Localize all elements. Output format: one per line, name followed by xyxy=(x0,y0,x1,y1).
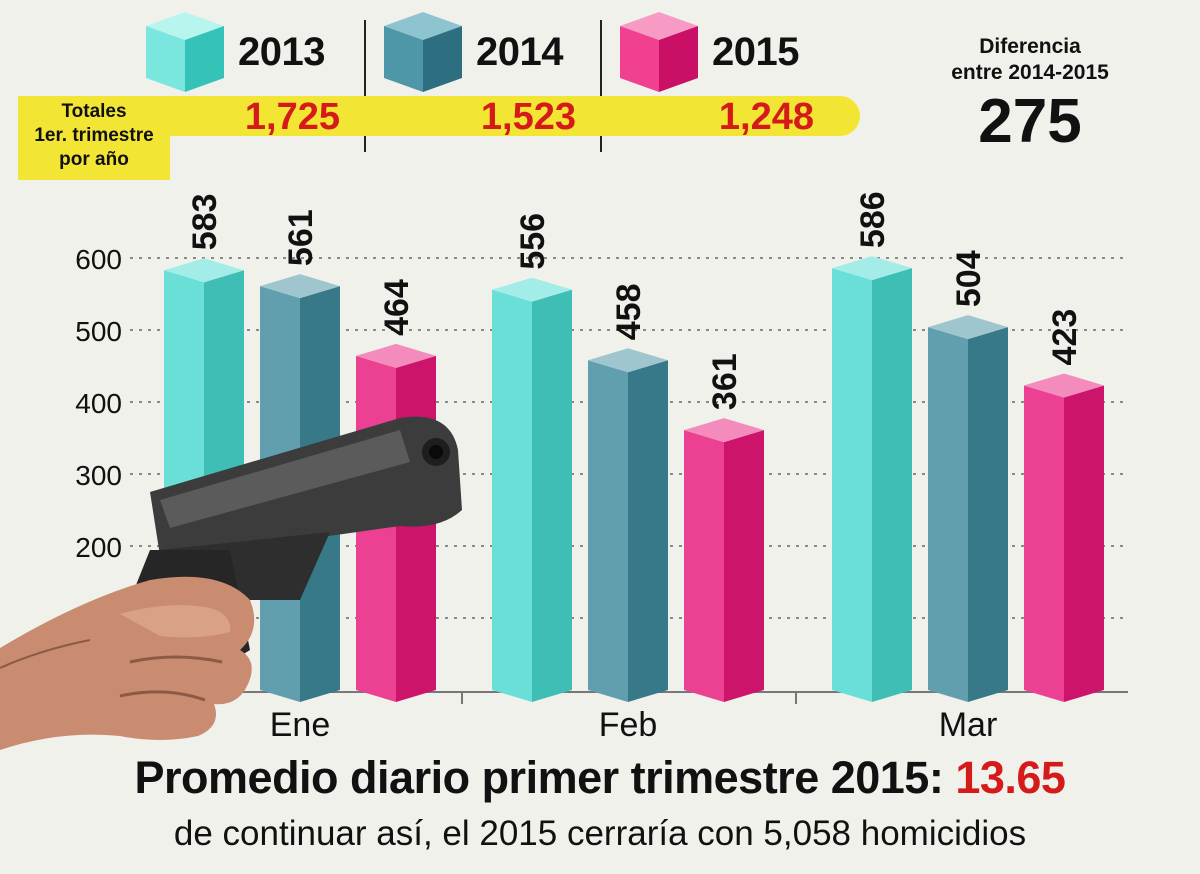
bar-2013-Feb xyxy=(492,277,572,702)
x-tick-label: Feb xyxy=(599,706,658,740)
bar-face xyxy=(532,289,572,702)
legend-year: 2013 xyxy=(238,29,325,74)
difference-label: Diferencia entre 2014-2015 xyxy=(918,34,1142,86)
bar-top xyxy=(832,256,912,281)
bar-top xyxy=(260,274,340,299)
bar-face xyxy=(832,268,872,702)
bar-value-label: 458 xyxy=(610,284,648,341)
bar-value-label: 561 xyxy=(282,209,320,266)
y-tick-label: 500 xyxy=(75,316,122,347)
bar-face xyxy=(968,327,1008,702)
bar-2014-Feb xyxy=(588,348,668,702)
bar-face xyxy=(588,360,628,702)
bar-value-label: 464 xyxy=(378,279,416,336)
bar-top xyxy=(684,418,764,443)
difference-label-line: entre 2014-2015 xyxy=(951,61,1109,84)
y-tick-label: 600 xyxy=(75,244,122,275)
bar-face xyxy=(1024,385,1064,702)
totals-label-line: 1er. trimestre xyxy=(34,125,154,146)
total-2015: 1,248 xyxy=(718,96,814,138)
bar-2015-Mar xyxy=(1024,373,1104,702)
bar-value-label: 556 xyxy=(514,213,552,270)
bar-value-label: 361 xyxy=(706,353,744,410)
legend-year: 2014 xyxy=(476,29,563,74)
cube-icon xyxy=(384,12,462,92)
bar-top xyxy=(588,348,668,373)
bar-face xyxy=(492,289,532,702)
bar-2013-Mar xyxy=(832,256,912,702)
totals-label-line: por año xyxy=(59,149,129,170)
total-2014: 1,523 xyxy=(480,96,576,138)
bar-face xyxy=(928,327,968,702)
difference-label-line: Diferencia xyxy=(979,35,1081,58)
bar-2014-Mar xyxy=(928,315,1008,702)
cube-icon xyxy=(620,12,698,92)
divider xyxy=(364,20,366,152)
totals-label-line: Totales xyxy=(61,101,127,122)
bar-value-label: 586 xyxy=(854,191,892,248)
bar-face xyxy=(1064,385,1104,702)
bar-face xyxy=(684,430,724,702)
total-2013: 1,725 xyxy=(244,96,340,138)
bar-value-label: 583 xyxy=(186,194,224,251)
footer-sub: de continuar así, el 2015 cerraría con 5… xyxy=(173,814,1027,853)
footer-main: Promedio diario primer trimestre 2015: 1… xyxy=(0,752,1200,804)
footer-main-value: 13.65 xyxy=(955,752,1066,803)
x-tick-label: Mar xyxy=(939,706,998,740)
bar-face xyxy=(724,430,764,702)
bar-value-label: 504 xyxy=(950,250,988,307)
legend-2013: 2013 xyxy=(146,12,325,92)
y-tick-label: 300 xyxy=(75,460,122,491)
divider xyxy=(600,20,602,152)
cube-icon xyxy=(146,12,224,92)
bar-top xyxy=(164,258,244,283)
legend-2015: 2015 xyxy=(620,12,799,92)
legend-year: 2015 xyxy=(712,29,799,74)
bar-face xyxy=(628,360,668,702)
bar-top xyxy=(492,277,572,302)
pistol-hand-icon xyxy=(0,416,462,750)
bar-top xyxy=(356,343,436,368)
y-tick-label: 400 xyxy=(75,388,122,419)
y-tick-label: 200 xyxy=(75,532,122,563)
bar-top xyxy=(1024,373,1104,398)
x-tick-label: Ene xyxy=(270,706,331,740)
difference-value: 275 xyxy=(978,87,1082,156)
bar-value-label: 423 xyxy=(1046,309,1084,366)
legend-2014: 2014 xyxy=(384,12,563,92)
bar-face xyxy=(872,268,912,702)
bar-2015-Feb xyxy=(684,418,764,702)
bar-top xyxy=(928,315,1008,340)
footer-main-text: Promedio diario primer trimestre 2015: xyxy=(134,752,944,803)
totals-label: Totales 1er. trimestre por año xyxy=(18,96,170,180)
